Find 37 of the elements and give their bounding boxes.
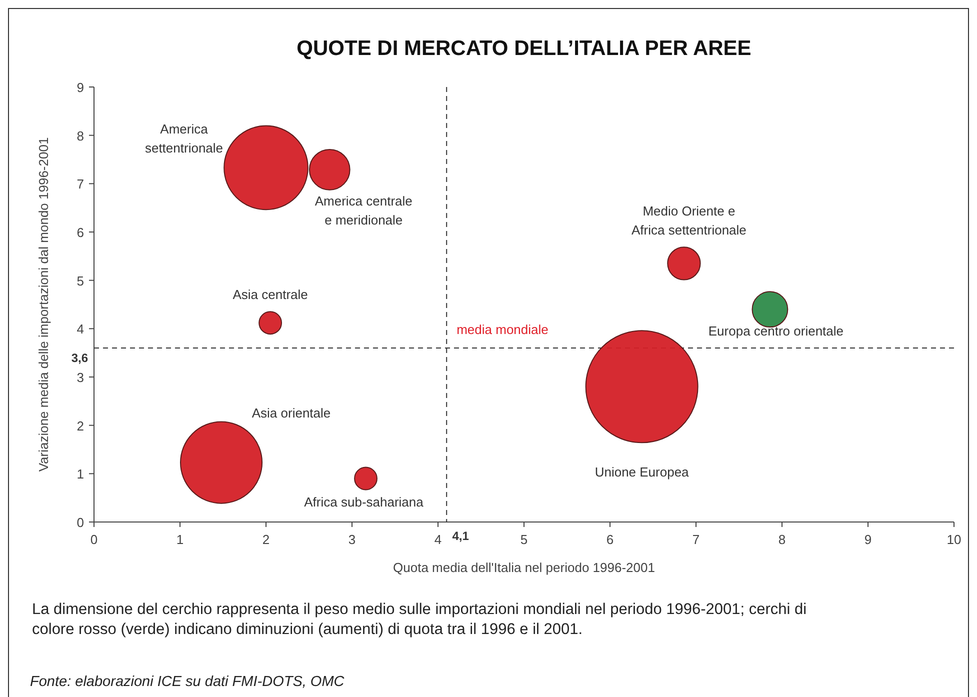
y-tick-label: 6 <box>76 225 84 240</box>
source-note: Fonte: elaborazioni ICE su dati FMI-DOTS, OMC <box>30 674 345 690</box>
y-axis-title: Variazione media delle importazioni dal mondo 1996-2001 <box>36 137 51 472</box>
x-tick-label: 4 <box>434 532 442 547</box>
y-tick-label: 5 <box>76 273 84 288</box>
y-tick-label: 2 <box>76 418 84 434</box>
y-tick-label: 9 <box>76 80 84 95</box>
ref-line-label: 3,6 <box>71 351 88 365</box>
series-label: Asia orientale <box>252 406 331 421</box>
y-tick-label: 8 <box>76 128 84 144</box>
y-tick-label: 4 <box>76 322 84 337</box>
x-tick-label: 5 <box>520 532 528 547</box>
x-tick-label: 10 <box>946 532 962 547</box>
x-tick-label: 6 <box>606 532 614 547</box>
series-label: America settentrionale <box>144 122 224 156</box>
x-axis-title: Quota media dell'Italia nel periodo 1996-2001 <box>393 560 655 575</box>
x-tick-label: 1 <box>176 532 184 547</box>
y-tick-label: 3 <box>76 370 84 385</box>
series-label: Africa sub-sahariana <box>304 494 424 510</box>
text: La dimensione del cerchio rappresenta il peso medio sulle importazioni mondiali nel periodo 1996-2001; cerchi di colore rosso (verde) indicano diminuzioni (aumenti) di quota tra il 1996 e il 2001. <box>32 601 807 638</box>
annotation: media mondiale <box>456 322 548 337</box>
x-tick-label: 0 <box>90 532 98 547</box>
ref-line-label: 4,1 <box>452 529 470 543</box>
text: Medio Oriente e Africa settentrionale <box>632 203 746 238</box>
chart-title: QUOTE DI MERCATO DELL’ITALIA PER AREE <box>296 37 752 60</box>
x-tick-label: 3 <box>348 532 356 547</box>
series-label: America centrale e meridionale <box>314 194 412 228</box>
x-tick-label: 8 <box>778 532 786 547</box>
x-tick-label: 7 <box>692 532 700 547</box>
y-tick-label: 0 <box>76 515 84 530</box>
x-tick-label: 2 <box>262 532 270 547</box>
series-label: Asia centrale <box>232 286 308 302</box>
y-tick-label: 7 <box>76 176 84 192</box>
x-tick-label: 9 <box>864 532 872 547</box>
series-label: Europa centro orientale <box>708 323 844 338</box>
text: Unione Europea <box>594 464 690 480</box>
y-tick-label: 1 <box>76 466 84 482</box>
